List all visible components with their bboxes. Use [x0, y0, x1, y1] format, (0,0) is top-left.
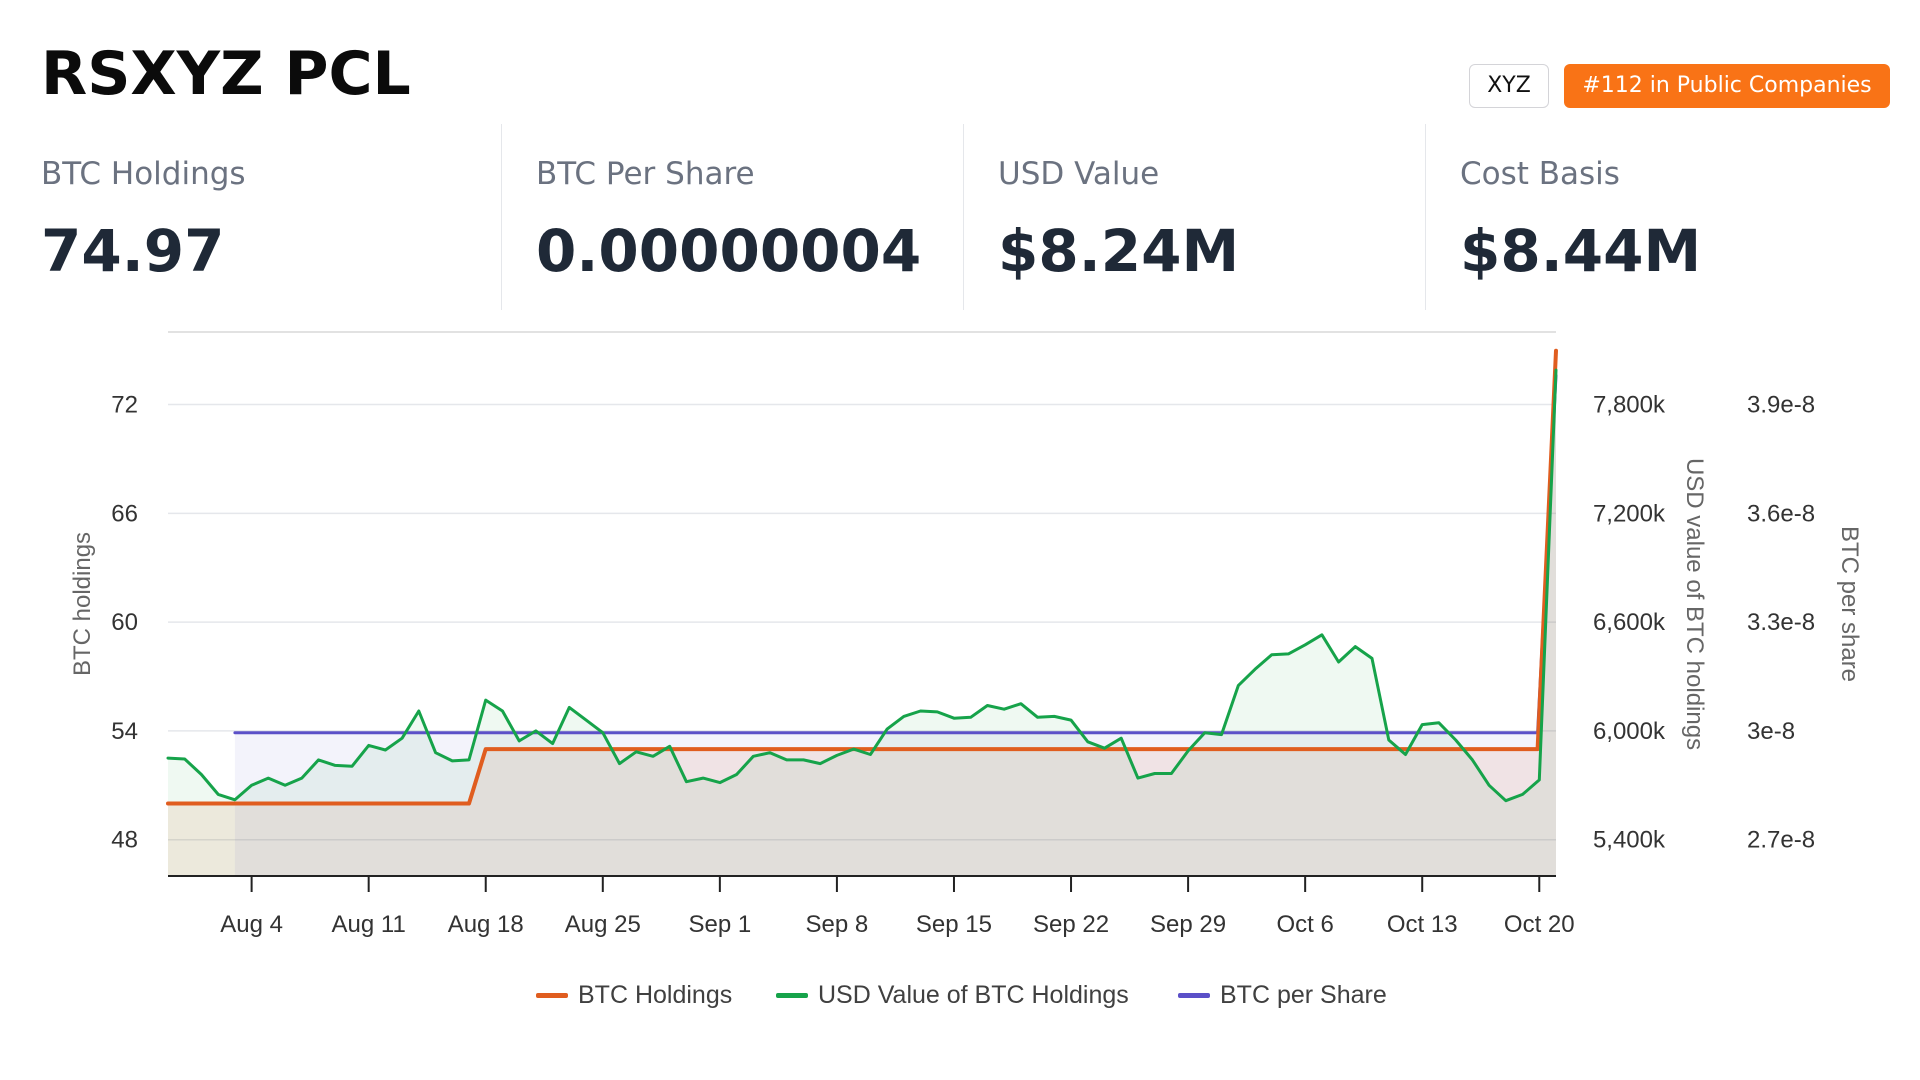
y-right-usd-tick-label: 7,200k [1593, 500, 1666, 527]
x-tick-label: Sep 8 [806, 911, 869, 938]
stat-divider [963, 124, 964, 310]
y-left-tick-label: 54 [111, 718, 138, 745]
stat-label: BTC Holdings [41, 156, 246, 192]
ticker-badge: XYZ [1469, 64, 1549, 108]
series-btc-per-share-area [234, 375, 1556, 876]
y-left-tick-label: 72 [111, 392, 138, 419]
y-right-share-tick-label: 2.7e-8 [1747, 827, 1815, 854]
legend-swatch-btc-holdings [536, 993, 568, 998]
y-right-usd-tick-label: 6,600k [1593, 609, 1666, 636]
x-tick-label: Oct 6 [1276, 911, 1333, 938]
company-title: RSXYZ PCL [41, 39, 411, 109]
legend-label: BTC Holdings [578, 981, 733, 1009]
stat-btc-holdings: BTC Holdings 74.97 [41, 124, 491, 310]
legend-label: USD Value of BTC Holdings [818, 981, 1129, 1009]
y-right-share-tick-label: 3e-8 [1747, 718, 1795, 745]
stats-row: BTC Holdings 74.97 BTC Per Share 0.00000… [0, 124, 1920, 310]
legend-swatch-usd-value [776, 993, 808, 998]
holdings-chart[interactable]: 72 66 60 54 48 7,800k 7,200k 6,600k 6,000k 5,400k… [0, 310, 1920, 1030]
stat-cost-basis: Cost Basis $8.44M [1460, 124, 1880, 310]
x-tick-label: Aug 4 [220, 911, 283, 938]
series-usd-value-line [166, 368, 1558, 803]
y-right-usd-tick-label: 5,400k [1593, 827, 1666, 854]
y-right-share-tick-label: 3.6e-8 [1747, 500, 1815, 527]
stat-label: USD Value [998, 156, 1160, 192]
stat-value: 74.97 [41, 217, 225, 285]
legend-swatch-btc-per-share [1178, 993, 1210, 998]
series-btc-holdings-area [168, 350, 1556, 876]
stat-divider [501, 124, 502, 310]
chart-legend: BTC Holdings USD Value of BTC Holdings B… [0, 960, 1920, 1030]
x-tick-label: Sep 22 [1033, 911, 1109, 938]
stat-value: 0.00000004 [536, 217, 922, 285]
axis-layer: 72 66 60 54 48 7,800k 7,200k 6,600k 6,000k 5,400k… [69, 392, 1863, 938]
stat-value: $8.44M [1460, 217, 1702, 285]
stat-usd-value: USD Value $8.24M [998, 124, 1418, 310]
y-left-tick-label: 60 [111, 609, 138, 636]
x-tick-label: Sep 29 [1150, 911, 1226, 938]
y-right-usd-tick-label: 6,000k [1593, 718, 1666, 745]
area-layer [168, 350, 1556, 876]
stat-label: BTC Per Share [536, 156, 755, 192]
x-tick-label: Oct 13 [1387, 911, 1458, 938]
y-left-tick-label: 48 [111, 827, 138, 854]
x-tick-label: Aug 11 [332, 911, 406, 938]
stat-divider [1425, 124, 1426, 310]
y-right-share-tick-label: 3.9e-8 [1747, 392, 1815, 419]
x-tick-label: Sep 15 [916, 911, 992, 938]
stat-value: $8.24M [998, 217, 1240, 285]
y-right-share-tick-label: 3.3e-8 [1747, 609, 1815, 636]
y-right-share-axis-title: BTC per share [1836, 526, 1863, 682]
x-tick-label: Aug 25 [565, 911, 641, 938]
stat-btc-per-share: BTC Per Share 0.00000004 [536, 124, 956, 310]
x-tick-label: Aug 18 [448, 911, 524, 938]
x-tick-label: Oct 20 [1504, 911, 1575, 938]
y-right-usd-axis-title: USD value of BTC holdings [1681, 458, 1708, 750]
grid-layer [168, 331, 1556, 841]
y-left-tick-label: 66 [111, 500, 138, 527]
legend-label: BTC per Share [1220, 981, 1387, 1009]
y-left-axis-title: BTC holdings [69, 532, 96, 676]
x-tick-label: Sep 1 [688, 911, 751, 938]
rank-badge[interactable]: #112 in Public Companies [1564, 64, 1890, 108]
y-right-usd-tick-label: 7,800k [1593, 392, 1666, 419]
stat-label: Cost Basis [1460, 156, 1620, 192]
line-layer [166, 348, 1558, 806]
chart-svg[interactable]: 72 66 60 54 48 7,800k 7,200k 6,600k 6,000k 5,400k… [0, 310, 1920, 1030]
series-btc-holdings-line [166, 348, 1558, 806]
